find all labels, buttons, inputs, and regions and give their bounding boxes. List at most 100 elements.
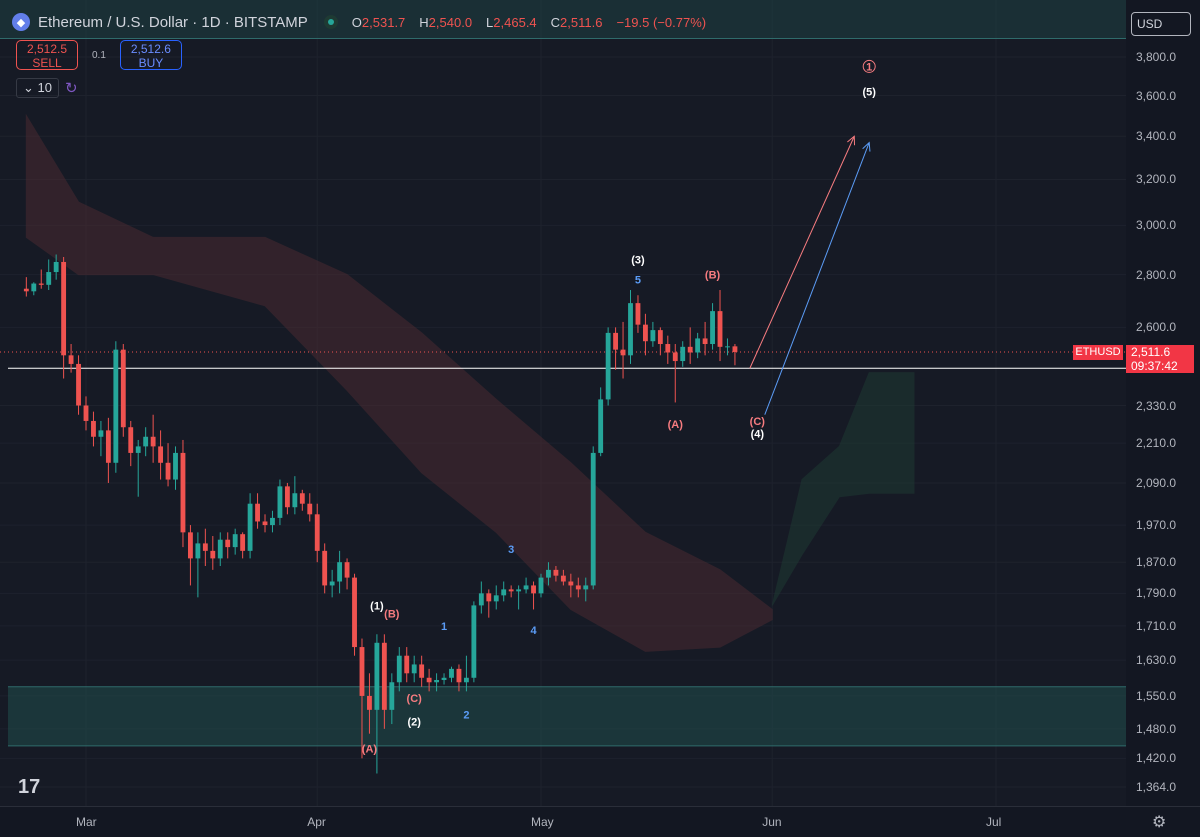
candle-body [478,593,484,606]
market-open-icon[interactable] [323,15,338,29]
price-axis-tick: 3,800.0 [1136,50,1177,64]
wave-label: 1 [866,61,872,73]
indicator-toggle-button[interactable]: ⌄ 10 [16,78,59,98]
ohlc-high: H2,540.0 [419,14,473,30]
wave-label: (4) [751,429,765,441]
candle-body [463,677,469,683]
symbol-price-tag: ETHUSD [1073,345,1123,360]
candle-body [426,677,432,683]
projection-arrow-red [749,136,855,369]
price-axis-tick: 1,550.0 [1136,688,1177,703]
sell-button[interactable]: 2,512.5 SELL [16,40,78,70]
candle-body [128,427,134,453]
last-price-tag: 2,511.6 [1126,345,1194,359]
candle-body [575,585,581,590]
candle-body [98,430,104,437]
time-axis-tick: Jun [762,815,782,829]
candle-body [38,283,44,285]
candle-body [53,261,59,273]
wave-label: (C) [750,416,766,428]
projection-arrowhead-red [847,135,856,146]
candle-body [702,338,708,345]
cycle-icon[interactable]: ↻ [64,80,78,97]
candle-body [292,493,298,508]
candle-body [590,452,596,586]
candle-body [307,503,313,515]
candle-body [560,575,566,582]
candle-body [202,543,208,551]
candle-body [643,324,648,342]
candle-body [344,562,350,578]
price-axis-tick: 2,800.0 [1136,267,1177,282]
wave-label: 5 [635,275,641,287]
ichimoku-cloud-bullish [771,372,915,606]
wave-label: (5) [862,87,876,99]
price-axis-tick: 3,600.0 [1136,88,1177,103]
candle-body [61,261,67,356]
candle-body [217,539,223,559]
candle-body [605,332,611,400]
price-axis[interactable]: 3,800.0 3,600.0 3,400.0 3,200.0 3,000.0 2,800… [1126,0,1200,806]
bar-countdown: 09:37:42 [1126,359,1194,373]
wave-label: (1) [370,600,384,612]
resistance-zone [0,0,1126,39]
candle-body [314,514,320,551]
candle-body [396,655,402,683]
wave-label: 3 [508,544,514,556]
candle-body [374,642,380,710]
price-axis-tick: 2,210.0 [1136,436,1177,451]
price-axis-tick: 2,330.0 [1136,398,1177,413]
buy-label: BUY [138,56,164,70]
candle-body [120,349,126,428]
price-chart[interactable]: (1) (2) (3) (4) (5) 1 (A) (B) (C) (A) (B) (C) 1 2 3 4 5 [0,0,1126,806]
indicator-row: ⌄ 10 ↻ [16,78,78,98]
wave-label: 2 [463,710,469,722]
buy-button[interactable]: 2,512.6 BUY [119,40,182,70]
price-axis-tick: 3,000.0 [1136,218,1177,233]
candle-body [210,550,216,559]
candle-body [83,405,89,421]
candle-body [449,668,454,678]
candle-body [516,589,522,592]
candle-body [710,311,715,345]
symbol-title[interactable]: Ethereum / U.S. Dollar · 1D · BITSTAMP [38,13,308,31]
candle-body [232,534,238,548]
candle-body [441,677,447,681]
candle-body [598,399,604,453]
candle-body [538,577,544,594]
candle-body [367,695,372,710]
candle-body [23,288,29,292]
time-axis-tick: Mar [76,815,97,829]
candle-body [568,581,574,586]
price-axis-tick: 1,970.0 [1136,518,1177,533]
tradingview-logo-icon[interactable]: 17 [18,776,41,798]
candle-body [687,346,693,353]
price-axis-tick: 1,630.0 [1136,653,1177,668]
price-axis-tick: 3,200.0 [1136,172,1177,187]
chart-area[interactable]: (1) (2) (3) (4) (5) 1 (A) (B) (C) (A) (B) (C) 1 2 3 4 5 [0,0,1127,806]
price-axis-tick: 1,420.0 [1136,751,1177,766]
candle-body [329,581,335,586]
time-axis[interactable]: ⚙ Mar Apr May Jun Jul [0,806,1200,837]
candle-body [270,517,275,526]
candle-body [508,589,514,592]
candle-body [531,585,536,594]
settings-icon[interactable]: ⚙ [1152,814,1167,831]
wave-label: (3) [631,254,645,266]
ethereum-logo-icon: ◆ [12,13,30,31]
candle-body [501,589,507,596]
price-axis-tick: 3,400.0 [1136,129,1177,144]
candle-body [434,680,439,683]
candle-body [471,605,477,678]
currency-select[interactable]: USD [1131,12,1191,36]
candle-body [456,668,462,683]
candle-body [299,493,305,504]
wave-label: (A) [362,743,378,755]
candle-body [725,346,730,348]
wave-label: (B) [705,270,721,282]
candle-body [665,344,671,353]
spread-value: 0.1 [92,49,106,61]
candle-body [143,436,149,447]
trade-panel: 2,512.5 SELL 0.1 2,512.6 BUY [16,40,182,70]
candle-body [389,682,395,710]
